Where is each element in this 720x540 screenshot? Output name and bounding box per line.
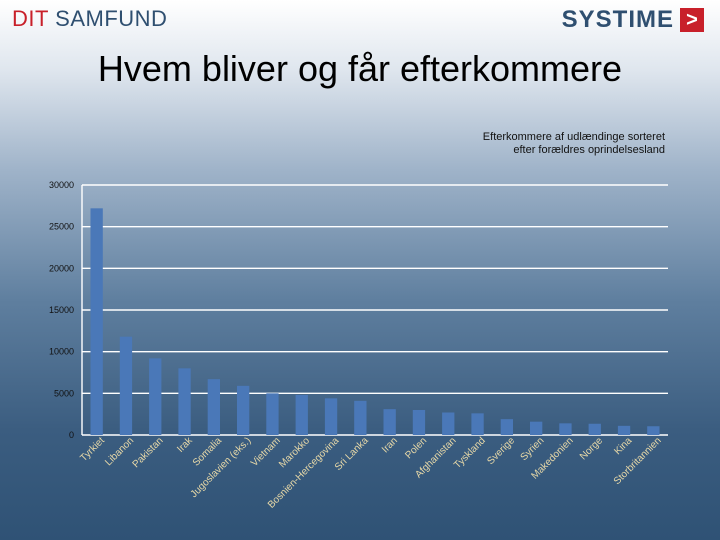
brand-logo-systime-text: SYSTIME — [561, 6, 674, 33]
bar-vietnam — [266, 393, 279, 435]
x-category-label: Irak — [175, 435, 195, 455]
bar-tyrkiet — [90, 208, 103, 435]
x-category-label: Iran — [380, 435, 400, 455]
bar-jugoslavien-eks- — [236, 385, 250, 435]
chevron-right-icon: > — [680, 8, 704, 32]
brand-logo-systime: SYSTIME > — [562, 6, 704, 34]
slide-title: Hvem bliver og får efterkommere — [97, 48, 623, 89]
bar-norge — [588, 423, 601, 435]
x-category-label: Norge — [578, 435, 605, 462]
chart-subtitle-line1: Efterkommere af udlændinge sorteret — [482, 131, 665, 143]
brand-logo-dit-samfund: DIT SAMFUND — [12, 6, 167, 32]
bar-afghanistan — [442, 412, 455, 435]
bar-sri-lanka — [354, 400, 367, 435]
bar-tyskland — [471, 413, 484, 435]
x-category-label: Sverige — [485, 435, 517, 467]
bar-somalia — [207, 379, 221, 435]
bar-irak — [178, 368, 191, 435]
bar-pakistan — [149, 358, 162, 435]
y-tick-label: 10000 — [49, 347, 74, 357]
bar-sverige — [500, 419, 514, 435]
bar-libanon — [119, 336, 133, 435]
x-category-label: Kina — [612, 435, 634, 457]
chart-subtitle: Efterkommere af udlændinge sorteret efte… — [483, 131, 665, 157]
brand-logo-dit: DIT — [12, 6, 49, 31]
bar-iran — [383, 409, 396, 435]
y-tick-label: 25000 — [49, 222, 74, 232]
brand-logo-samfund: SAMFUND — [55, 6, 168, 31]
chart-subtitle-line2: efter forældres oprindelsesland — [513, 144, 665, 156]
x-category-label: Syrien — [519, 435, 547, 463]
bar-polen — [412, 410, 426, 435]
x-category-label: Polen — [403, 435, 429, 461]
x-category-label: Tyskland — [452, 435, 488, 471]
bar-storbritannien — [647, 426, 660, 435]
bar-marokko — [295, 395, 308, 435]
x-category-label: Pakistan — [131, 435, 166, 470]
y-tick-label: 30000 — [49, 180, 74, 190]
bar-makedonien — [559, 423, 572, 435]
y-tick-label: 15000 — [49, 305, 74, 315]
y-tick-label: 0 — [69, 430, 74, 440]
bar-bosnien-hercegovina — [324, 398, 338, 435]
y-tick-label: 20000 — [49, 263, 74, 273]
bar-syrien — [529, 421, 543, 435]
y-tick-label: 5000 — [54, 388, 74, 398]
bar-kina — [617, 425, 631, 435]
